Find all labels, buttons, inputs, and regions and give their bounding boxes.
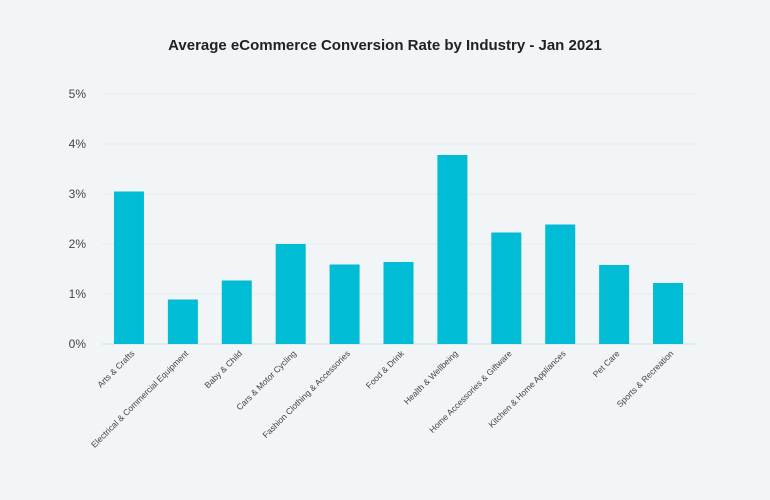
y-tick-label: 5%: [69, 87, 87, 101]
y-axis-ticks: 0% 1% 2% 3% 4% 5%: [69, 87, 87, 351]
chart-title: Average eCommerce Conversion Rate by Ind…: [168, 37, 602, 54]
bar: [653, 283, 684, 344]
y-tick-label: 3%: [69, 187, 87, 201]
bar: [491, 232, 522, 344]
x-tick-label: Food & Drink: [364, 348, 407, 391]
bar: [167, 299, 198, 344]
bar: [275, 244, 306, 344]
x-tick-label: Fashion Clothing & Accessories: [260, 348, 352, 440]
gridlines: [102, 93, 695, 345]
y-tick-label: 1%: [69, 287, 87, 301]
x-tick-label: Health & Wellbeing: [402, 348, 460, 406]
bars: [113, 155, 684, 344]
x-tick-label: Cars & Motor Cycling: [234, 348, 298, 412]
y-tick-label: 0%: [69, 337, 87, 351]
bar: [221, 280, 252, 344]
bar: [113, 191, 144, 344]
x-tick-label: Sports & Recreation: [615, 348, 676, 409]
y-tick-label: 2%: [69, 237, 87, 251]
y-tick-label: 4%: [69, 137, 87, 151]
bar: [599, 265, 630, 344]
bar: [329, 264, 360, 344]
bar: [437, 155, 468, 344]
x-tick-label: Electrical & Commercial Equipment: [89, 348, 191, 450]
x-tick-label: Arts & Crafts: [95, 348, 136, 389]
x-tick-label: Baby & Child: [202, 348, 244, 390]
bar: [545, 224, 576, 344]
x-tick-label: Pet Care: [591, 348, 622, 379]
bar: [383, 262, 414, 344]
